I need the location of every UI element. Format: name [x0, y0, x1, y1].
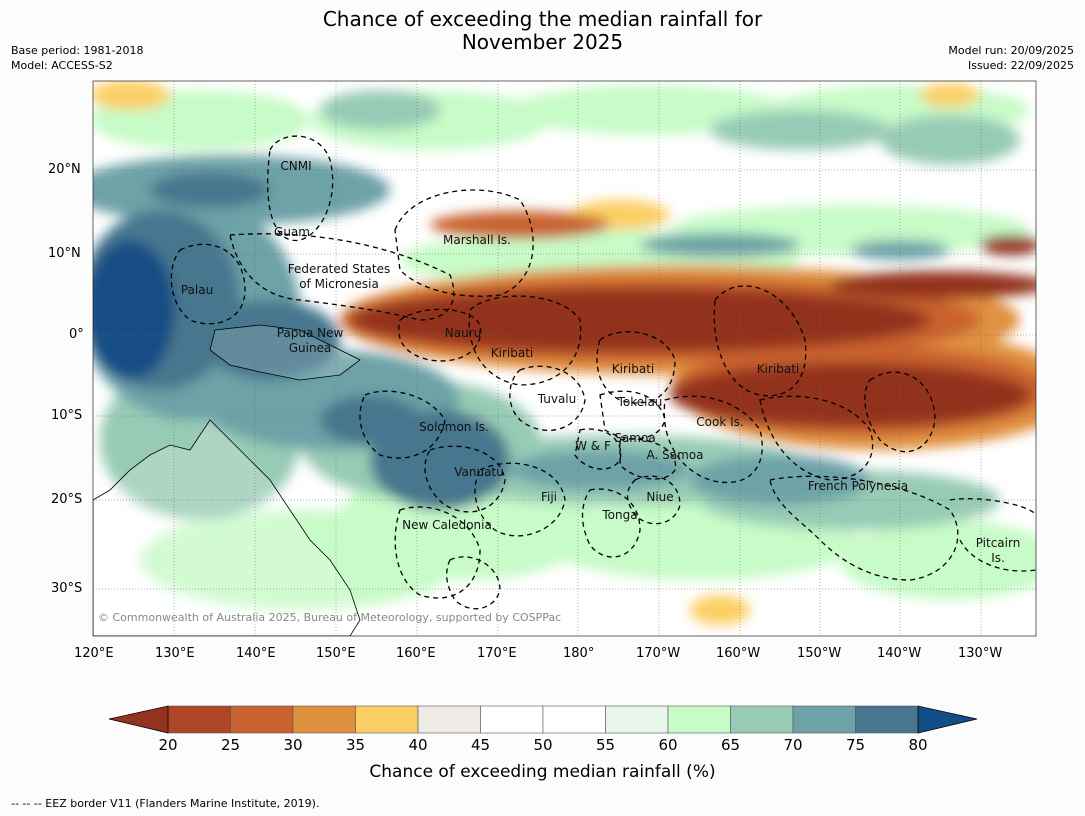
region-labels: CNMI Guam Marshall Is. Federated States …: [181, 159, 1020, 565]
label-nauru: Nauru: [445, 326, 481, 340]
title-line-1: Chance of exceeding the median rainfall …: [322, 7, 763, 31]
label-tuvalu: Tuvalu: [537, 392, 577, 406]
eez-borders: [170, 135, 1036, 610]
label-vanuatu: Vanuatu: [454, 465, 504, 479]
land: [93, 324, 361, 636]
x-tick-140w: 140°W: [877, 646, 922, 661]
label-guam: Guam: [274, 225, 310, 239]
x-tick-160w: 160°W: [716, 646, 761, 661]
label-american-samoa: A. Samoa: [647, 448, 704, 462]
base-period: Base period: 1981-2018: [11, 44, 144, 57]
label-kiribati-west: Kiribati: [491, 346, 533, 360]
x-tick-180: 180°: [563, 646, 595, 661]
y-tick-0: 0°: [69, 327, 84, 342]
label-tonga: Tonga: [601, 508, 637, 522]
y-tick-30s: 30°S: [51, 581, 83, 596]
title-line-2: November 2025: [461, 30, 624, 54]
colorbar-cell: [167, 705, 231, 734]
x-tick-120e: 120°E: [74, 646, 114, 661]
model-run: Model run: 20/09/2025: [948, 44, 1074, 57]
colorbar-tick-label: 30: [283, 736, 303, 754]
colorbar-cell: [855, 705, 919, 734]
x-tick-130e: 130°E: [155, 646, 195, 661]
label-french-polynesia: French Polynesia: [808, 479, 908, 493]
label-wallis-futuna: W & F: [575, 439, 611, 453]
model-name: Model: ACCESS-S2: [11, 59, 113, 72]
colorbar-tick-label: 20: [158, 736, 178, 754]
colorbar-tick-label: 40: [408, 736, 428, 754]
colorbar: [108, 705, 978, 734]
x-tick-160e: 160°E: [396, 646, 436, 661]
colorbar-tick-label: 65: [720, 736, 741, 754]
colorbar-tick-label: 75: [845, 736, 866, 754]
colorbar-high-arrow: [917, 705, 978, 734]
colorbar-cell: [542, 705, 606, 734]
label-cnmi: CNMI: [280, 159, 311, 173]
colorbar-cell: [292, 705, 356, 734]
x-tick-130w: 130°W: [958, 646, 1003, 661]
x-tick-170e: 170°E: [477, 646, 517, 661]
issued-date: Issued: 22/09/2025: [967, 59, 1074, 72]
colorbar-tick-label: 80: [908, 736, 928, 754]
label-cook-islands: Cook Is.: [696, 415, 743, 429]
colorbar-tick-label: 60: [658, 736, 678, 754]
x-tick-170w: 170°W: [636, 646, 681, 661]
label-niue: Niue: [646, 490, 673, 504]
colorbar-tick-label: 50: [533, 736, 553, 754]
label-png-1: Papua New: [277, 326, 344, 340]
colorbar-tick-label: 35: [345, 736, 366, 754]
label-pitcairn-1: Pitcairn: [976, 536, 1021, 550]
colorbar-cell: [417, 705, 481, 734]
x-tick-150w: 150°W: [797, 646, 842, 661]
x-tick-150e: 150°E: [316, 646, 356, 661]
label-pitcairn-2: Is.: [991, 551, 1005, 565]
meta-right: Model run: 20/09/2025 Issued: 22/09/2025: [948, 43, 1074, 73]
colorbar-cell: [792, 705, 856, 734]
label-solomon: Solomon Is.: [419, 420, 489, 434]
colorbar-cell: [230, 705, 294, 734]
colorbar-cell: [480, 705, 544, 734]
label-palau: Palau: [181, 283, 213, 297]
colorbar-low-arrow: [108, 705, 169, 734]
label-fiji: Fiji: [541, 490, 557, 504]
y-tick-10n: 10°N: [48, 246, 81, 261]
label-fsm-1: Federated States: [288, 262, 390, 276]
label-kiribati-line: Kiribati: [757, 362, 799, 376]
map-field: [93, 81, 1036, 636]
label-tokelau: Tokelau: [617, 395, 663, 409]
label-marshall: Marshall Is.: [443, 233, 511, 247]
label-samoa: Samoa: [614, 431, 655, 445]
y-tick-20s: 20°S: [51, 492, 83, 507]
label-kiribati-phoenix: Kiribati: [612, 362, 654, 376]
colorbar-cell: [355, 705, 419, 734]
colorbar-tick-label: 45: [470, 736, 491, 754]
copyright: © Commonwealth of Australia 2025, Bureau…: [98, 611, 561, 624]
x-tick-140e: 140°E: [236, 646, 276, 661]
colorbar-cell: [730, 705, 794, 734]
colorbar-title: Chance of exceeding median rainfall (%): [369, 762, 716, 782]
colorbar-tick-label: 70: [783, 736, 803, 754]
label-fsm-2: of Micronesia: [299, 277, 379, 291]
y-tick-20n: 20°N: [48, 162, 81, 177]
colorbar-cell: [605, 705, 669, 734]
label-new-caledonia: New Caledonia: [402, 518, 492, 532]
colorbar-tick-label: 55: [595, 736, 616, 754]
label-png-2: Guinea: [289, 341, 332, 355]
colorbar-cell: [667, 705, 731, 734]
y-tick-10s: 10°S: [51, 408, 83, 423]
map-frame: [92, 80, 1037, 637]
colorbar-cells: [167, 705, 919, 734]
meta-left: Base period: 1981-2018 Model: ACCESS-S2: [11, 43, 143, 73]
colorbar-tick-label: 25: [220, 736, 241, 754]
footer-note: -- -- -- EEZ border V11 (Flanders Marine…: [11, 797, 320, 810]
probability-shading: [93, 81, 1036, 625]
chart-title: Chance of exceeding the median rainfall …: [0, 8, 1085, 54]
